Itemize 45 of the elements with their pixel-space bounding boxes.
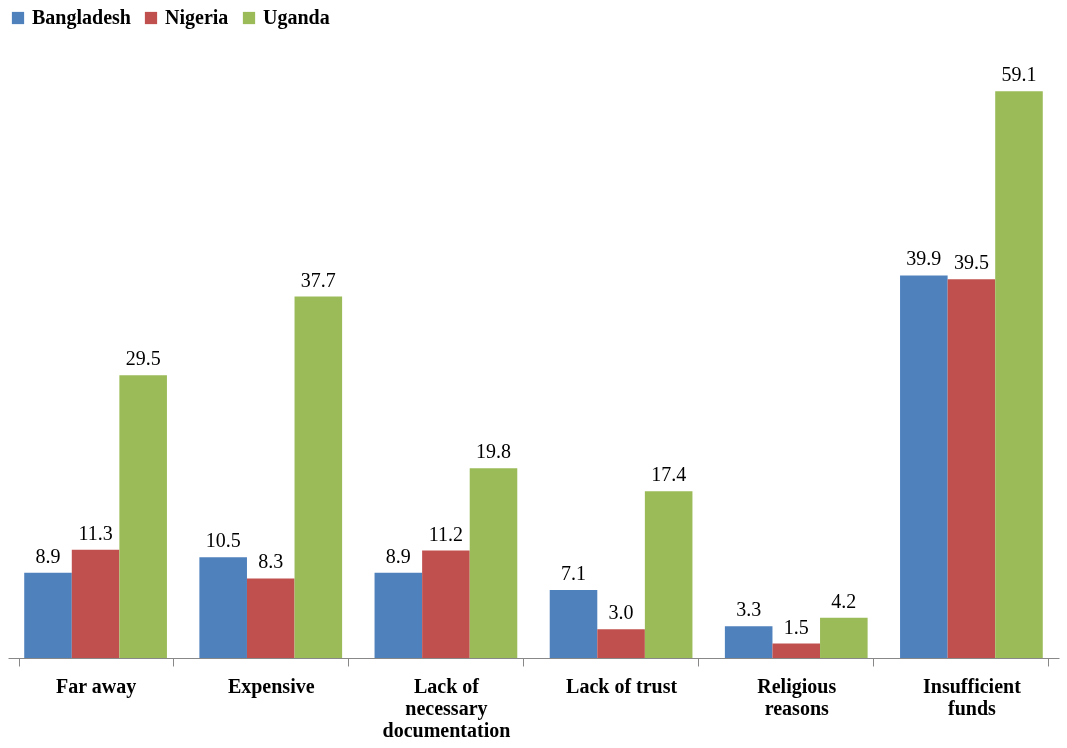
bar <box>597 629 645 658</box>
data-label: 39.5 <box>953 251 989 274</box>
data-label: 10.5 <box>205 529 241 552</box>
bar <box>995 91 1043 658</box>
data-label: 11.3 <box>78 521 113 544</box>
legend-label: Nigeria <box>165 6 229 29</box>
data-label: 8.9 <box>35 544 61 567</box>
data-label: 39.9 <box>906 247 942 270</box>
x-tick-label: Religious reasons <box>757 674 837 719</box>
data-label: 29.5 <box>125 347 161 370</box>
data-label: 11.2 <box>428 522 464 545</box>
bar <box>294 296 343 658</box>
data-label: 4.2 <box>831 589 857 612</box>
data-label: 17.4 <box>651 463 687 486</box>
bar <box>772 643 821 658</box>
bar <box>374 572 423 658</box>
bar <box>422 550 470 658</box>
bar <box>199 557 247 658</box>
bar <box>644 491 693 658</box>
x-tick-label: Lack of trust <box>566 674 678 697</box>
bar <box>820 617 868 658</box>
bar <box>71 549 120 658</box>
data-label: 3.0 <box>608 601 634 624</box>
bar <box>24 572 72 658</box>
data-label: 3.3 <box>736 598 762 621</box>
x-tick-label: Insufficient funds <box>923 674 1022 719</box>
data-label: 37.7 <box>300 268 336 291</box>
data-label: 59.1 <box>1001 63 1037 86</box>
x-tick-label: Far away <box>55 674 137 698</box>
bar <box>469 468 518 658</box>
bar <box>947 279 996 658</box>
bar <box>724 626 773 658</box>
legend-label: Bangladesh <box>32 6 131 29</box>
data-label: 8.3 <box>258 550 284 573</box>
x-tick-label: Expensive <box>227 674 315 698</box>
bar <box>549 589 598 658</box>
bar <box>119 375 167 658</box>
data-label: 7.1 <box>561 561 587 584</box>
data-label: 1.5 <box>783 615 809 638</box>
data-label: 19.8 <box>475 440 511 463</box>
bar <box>900 275 948 658</box>
x-tick-label: Lack of necessary documentation <box>382 674 511 741</box>
bar <box>246 578 295 658</box>
legend-label: Uganda <box>263 6 330 29</box>
data-label: 8.9 <box>385 544 411 567</box>
